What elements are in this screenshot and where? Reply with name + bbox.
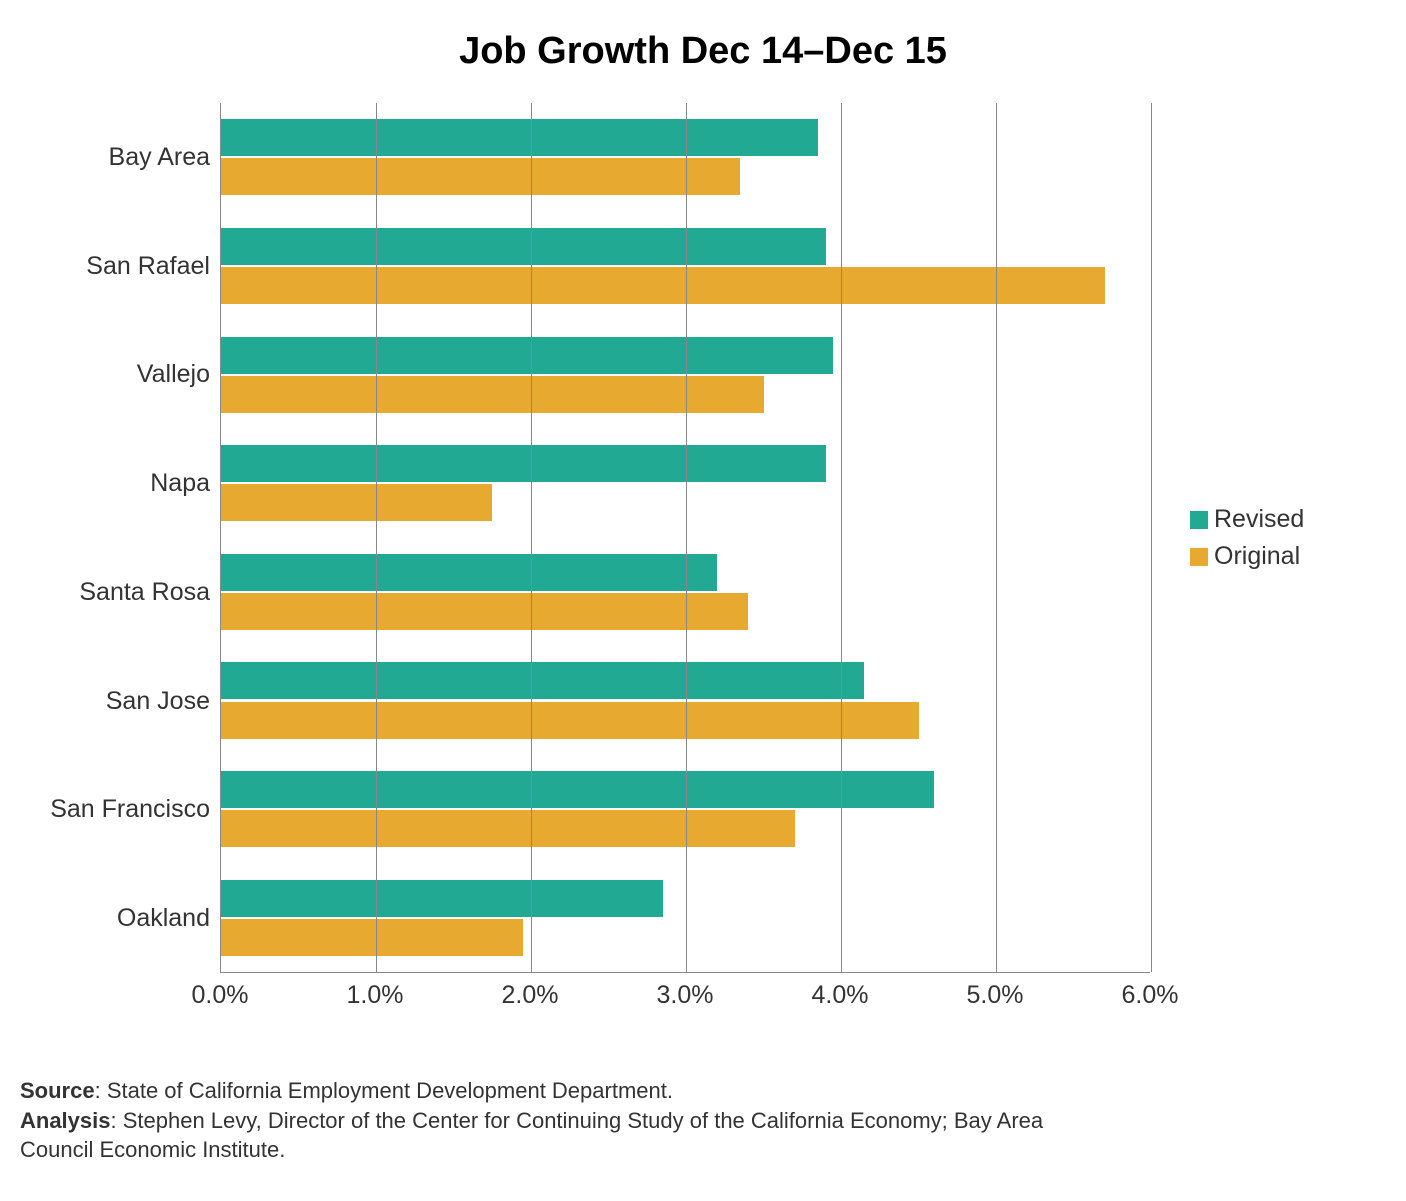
x-axis-tick-label: 0.0% <box>192 981 249 1010</box>
bar <box>221 484 492 521</box>
footnote-source-prefix: Source <box>20 1078 95 1103</box>
bar <box>221 771 934 808</box>
y-axis-labels: Bay AreaSan RafaelVallejoNapaSanta RosaS… <box>20 103 220 973</box>
legend-item: Original <box>1190 542 1304 571</box>
y-axis-category-label: San Francisco <box>20 756 210 865</box>
legend-label: Revised <box>1214 505 1304 534</box>
y-axis-category-label: Napa <box>20 429 210 538</box>
gridline <box>996 103 997 972</box>
y-axis-category-label: San Rafael <box>20 212 210 321</box>
legend-item: Revised <box>1190 505 1304 534</box>
footnote: Source: State of California Employment D… <box>20 1076 1120 1165</box>
footnote-analysis-text: : Stephen Levy, Director of the Center f… <box>20 1108 1043 1163</box>
bar <box>221 158 740 195</box>
y-axis-category-label: San Jose <box>20 647 210 756</box>
y-axis-category-label: Vallejo <box>20 321 210 430</box>
legend-label: Original <box>1214 542 1300 571</box>
bar <box>221 119 818 156</box>
gridline <box>1151 103 1152 972</box>
bar <box>221 554 717 591</box>
gridline <box>531 103 532 972</box>
x-axis: 0.0%1.0%2.0%3.0%4.0%5.0%6.0% <box>220 981 1150 1016</box>
plot-area-wrap: Bay AreaSan RafaelVallejoNapaSanta RosaS… <box>20 103 1150 1016</box>
x-axis-tick-label: 3.0% <box>657 981 714 1010</box>
y-axis-category-label: Oakland <box>20 864 210 973</box>
gridline <box>841 103 842 972</box>
plot-row: Bay AreaSan RafaelVallejoNapaSanta RosaS… <box>20 103 1386 1016</box>
footnote-source-text: : State of California Employment Develop… <box>95 1078 673 1103</box>
y-axis-category-label: Bay Area <box>20 103 210 212</box>
bar <box>221 810 795 847</box>
bar <box>221 702 919 739</box>
legend-swatch <box>1190 548 1208 566</box>
x-axis-tick-label: 2.0% <box>502 981 559 1010</box>
y-axis-category-label: Santa Rosa <box>20 538 210 647</box>
bar <box>221 445 826 482</box>
gridline <box>686 103 687 972</box>
bar <box>221 593 748 630</box>
x-axis-tick-label: 6.0% <box>1122 981 1179 1010</box>
x-axis-tick-label: 4.0% <box>812 981 869 1010</box>
footnote-analysis-prefix: Analysis <box>20 1108 111 1133</box>
bar <box>221 228 826 265</box>
bar <box>221 376 764 413</box>
chart-title: Job Growth Dec 14–Dec 15 <box>20 30 1386 73</box>
footnote-analysis: Analysis: Stephen Levy, Director of the … <box>20 1106 1120 1165</box>
gridline <box>376 103 377 972</box>
bar <box>221 662 864 699</box>
legend: Revised Original <box>1150 103 1304 973</box>
bar <box>221 267 1105 304</box>
plot-area <box>220 103 1150 973</box>
x-axis-tick-label: 1.0% <box>347 981 404 1010</box>
bar <box>221 919 523 956</box>
plot-and-xaxis: 0.0%1.0%2.0%3.0%4.0%5.0%6.0% <box>220 103 1150 1016</box>
footnote-source: Source: State of California Employment D… <box>20 1076 1120 1106</box>
bar <box>221 337 833 374</box>
bar <box>221 880 663 917</box>
legend-swatch <box>1190 511 1208 529</box>
x-axis-tick-label: 5.0% <box>967 981 1024 1010</box>
chart-container: Job Growth Dec 14–Dec 15 Bay AreaSan Raf… <box>20 30 1386 1165</box>
